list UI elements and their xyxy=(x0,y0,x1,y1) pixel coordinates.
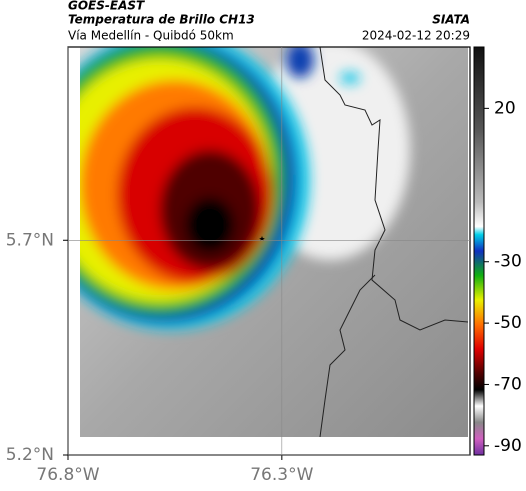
colorbar-tick-label: -50 xyxy=(494,313,522,333)
colorbar-tick-label: 20 xyxy=(494,98,516,118)
satellite-image xyxy=(80,47,468,437)
agency: SIATA xyxy=(432,13,470,27)
colorbar-tick-label: -30 xyxy=(494,252,522,272)
subtitle: Vía Medellín - Quibdó 50km xyxy=(68,29,234,43)
title: Temperatura de Brillo CH13 xyxy=(68,13,255,27)
colorbar xyxy=(473,46,485,456)
colorbar-tick-label: -70 xyxy=(494,374,522,394)
y-tick-label: 5.2°N xyxy=(6,445,54,465)
colorbar-tick-label: -90 xyxy=(494,436,522,456)
x-tick-label: 76.8°W xyxy=(36,465,99,485)
x-tick-label: 76.3°W xyxy=(250,465,313,485)
y-tick-label: 5.7°N xyxy=(6,230,54,250)
timestamp: 2024-02-12 20:29 xyxy=(362,29,470,43)
ticks: 76.8°W 76.3°W 5.7°N 5.2°N 20 -30 -50 -70 -90 xyxy=(6,47,522,485)
source: GOES-EAST xyxy=(68,0,145,13)
